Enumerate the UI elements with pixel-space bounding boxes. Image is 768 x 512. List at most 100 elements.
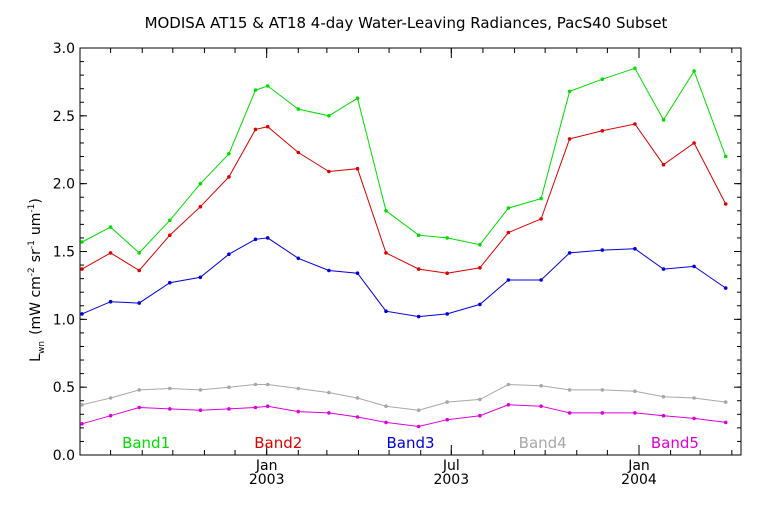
data-point-band4 xyxy=(80,403,84,407)
y-label-exp1: -2 xyxy=(27,267,37,276)
data-point-band2 xyxy=(227,175,231,179)
data-point-band1 xyxy=(506,206,511,210)
data-point-band1 xyxy=(355,96,360,100)
data-point-band1 xyxy=(723,154,728,159)
data-point-band1 xyxy=(567,89,572,94)
data-point-band3 xyxy=(445,312,450,316)
data-point-band3 xyxy=(567,251,572,255)
data-point-band4 xyxy=(296,386,301,391)
data-point-band4 xyxy=(137,388,141,392)
data-point-band1 xyxy=(416,233,421,237)
y-label-main: L xyxy=(28,354,44,362)
data-point-band2 xyxy=(478,266,482,270)
data-point-band2 xyxy=(633,122,637,126)
data-point-band3 xyxy=(633,247,637,251)
data-point-band2 xyxy=(108,251,113,255)
data-point-band5 xyxy=(80,422,84,426)
data-point-band3 xyxy=(600,248,605,252)
data-point-band5 xyxy=(692,416,696,421)
data-point-band4 xyxy=(445,400,450,404)
legend-label-band5: Band5 xyxy=(651,434,699,452)
series-line-band4 xyxy=(81,383,726,411)
data-point-band4 xyxy=(600,388,605,392)
data-point-band1 xyxy=(80,240,84,244)
y-axis-label: Lwn(mW cm-2sr-1um-1) xyxy=(27,198,47,362)
legend-label-band4: Band4 xyxy=(519,434,567,452)
y-label-end: um xyxy=(28,213,44,236)
data-point-band5 xyxy=(137,405,141,410)
data-point-band4 xyxy=(198,388,203,392)
data-point-band1 xyxy=(692,69,696,73)
data-point-band3 xyxy=(80,312,84,316)
data-point-band3 xyxy=(137,301,141,305)
data-point-band2 xyxy=(600,129,605,133)
y-tick-label: 0.0 xyxy=(53,448,75,464)
data-point-band2 xyxy=(416,267,421,271)
data-point-band1 xyxy=(296,107,301,111)
data-point-band3 xyxy=(265,236,270,240)
data-point-band2 xyxy=(567,137,572,141)
data-point-band2 xyxy=(445,271,450,276)
data-point-band5 xyxy=(478,413,482,418)
data-point-band5 xyxy=(445,417,450,422)
data-point-band3 xyxy=(253,237,258,242)
data-point-band5 xyxy=(416,424,421,429)
data-point-band2 xyxy=(506,230,511,235)
data-point-band2 xyxy=(723,202,728,206)
data-point-band1 xyxy=(661,118,666,122)
data-point-band1 xyxy=(198,181,203,186)
data-point-band4 xyxy=(506,382,511,387)
legend-label-band2: Band2 xyxy=(254,434,302,452)
data-point-band4 xyxy=(108,396,113,400)
data-point-band2 xyxy=(253,127,258,132)
legend-label-band3: Band3 xyxy=(386,434,434,452)
data-point-band5 xyxy=(327,411,331,415)
data-point-band3 xyxy=(416,314,421,319)
data-point-band2 xyxy=(692,141,696,145)
data-point-band5 xyxy=(253,405,258,410)
data-point-band4 xyxy=(265,382,270,387)
data-point-band2 xyxy=(296,150,301,155)
plot-frame xyxy=(79,47,742,456)
data-point-band5 xyxy=(384,420,388,425)
data-point-band4 xyxy=(661,394,666,399)
x-tick-label-month: Jan xyxy=(255,458,278,474)
series-group xyxy=(80,66,728,429)
series-line-band2 xyxy=(81,123,727,274)
data-point-band4 xyxy=(355,396,360,400)
data-point-band3 xyxy=(355,271,360,276)
x-tick-label-year: 2003 xyxy=(433,472,469,488)
data-point-band5 xyxy=(600,411,605,415)
series-line-band1 xyxy=(81,67,727,254)
x-tick-label-year: 2004 xyxy=(621,472,657,488)
data-point-band5 xyxy=(108,413,113,418)
data-point-band1 xyxy=(539,196,543,201)
data-point-band3 xyxy=(723,286,728,290)
data-point-band5 xyxy=(227,407,231,411)
y-tick-label: 1.5 xyxy=(53,245,75,261)
data-point-band2 xyxy=(355,166,360,171)
y-label-close: ) xyxy=(28,198,44,203)
data-point-band4 xyxy=(384,404,388,409)
y-tick-label: 3.0 xyxy=(53,41,75,57)
data-point-band4 xyxy=(567,388,572,392)
data-point-band1 xyxy=(265,84,270,88)
data-point-band2 xyxy=(327,169,331,174)
data-point-band5 xyxy=(355,415,360,419)
data-point-band5 xyxy=(661,413,666,418)
plot-layer: 0.00.51.01.52.02.53.0Jan2003Jul2003Jan20… xyxy=(53,41,742,488)
data-point-band5 xyxy=(506,403,511,407)
data-point-band2 xyxy=(661,162,666,167)
data-point-band3 xyxy=(661,267,666,271)
data-point-band4 xyxy=(416,408,421,413)
data-point-band1 xyxy=(253,88,258,92)
data-point-band3 xyxy=(539,278,543,282)
data-point-band3 xyxy=(108,299,113,304)
data-point-band5 xyxy=(539,404,543,409)
data-point-band2 xyxy=(80,267,84,271)
data-point-band3 xyxy=(198,275,203,280)
data-point-band2 xyxy=(137,268,141,273)
data-point-band2 xyxy=(265,124,270,129)
